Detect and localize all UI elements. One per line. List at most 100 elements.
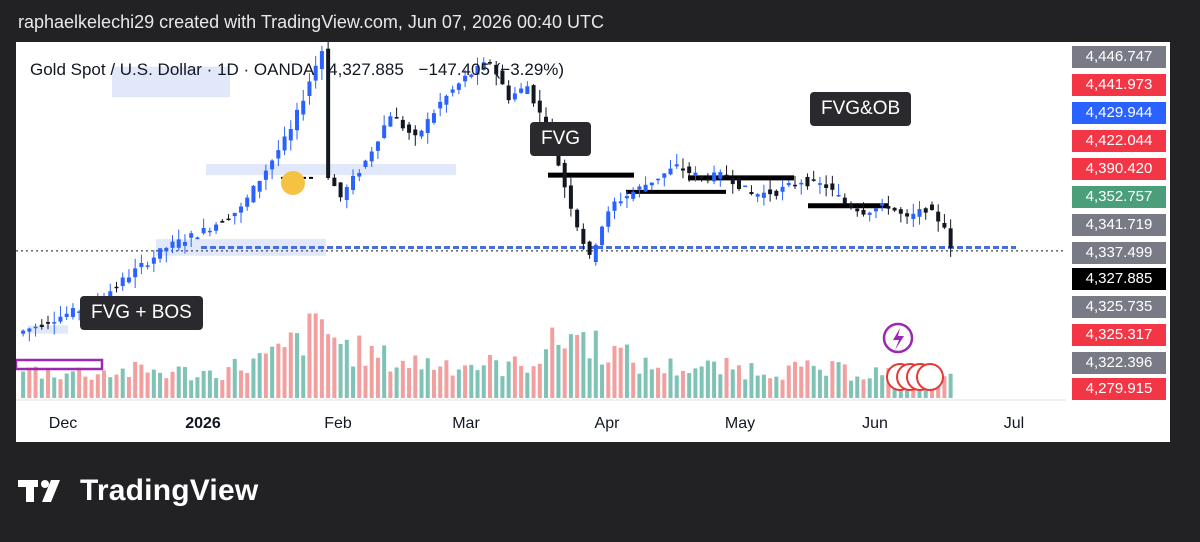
volume-bar <box>649 369 654 398</box>
candle-body <box>182 241 187 246</box>
candle-body <box>656 178 661 181</box>
candle-body <box>761 192 766 198</box>
volume-bar <box>89 379 94 398</box>
candle-body <box>674 164 679 167</box>
candle-body <box>307 81 312 97</box>
volume-bar <box>656 367 661 398</box>
time-tick-label: Jun <box>862 415 888 432</box>
candle-body <box>867 212 872 215</box>
volume-bar <box>606 362 611 398</box>
smiley-icon <box>281 171 305 195</box>
volume-bar <box>108 377 113 398</box>
volume-bar <box>382 345 387 398</box>
candle-body <box>375 141 380 151</box>
time-tick-label: Jul <box>1004 415 1024 432</box>
candle-body <box>811 179 816 181</box>
candle-body <box>295 109 300 131</box>
candle-body <box>139 262 144 268</box>
volume-bar <box>736 365 741 398</box>
volume-bar <box>637 373 642 398</box>
candle-body <box>793 184 798 187</box>
volume-bar <box>182 366 187 398</box>
candle-body <box>705 178 710 181</box>
volume-bar <box>705 360 710 398</box>
candle-body <box>755 194 760 197</box>
volume-bar <box>612 345 617 398</box>
volume-bar <box>201 370 206 398</box>
zone-box-0 <box>28 325 68 334</box>
candle-body <box>724 174 729 177</box>
volume-bar <box>575 334 580 398</box>
candle-body <box>668 168 673 175</box>
volume-bar <box>581 332 586 398</box>
volume-bar <box>407 368 412 398</box>
candle-body <box>849 204 854 208</box>
candle-body <box>936 211 941 222</box>
candle-body <box>631 191 636 199</box>
candle-body <box>911 213 916 220</box>
volume-bar <box>214 378 219 398</box>
candle-body <box>898 209 903 214</box>
price-label: 4,279.915 <box>1072 378 1166 400</box>
price-label: 4,352.757 <box>1072 186 1166 208</box>
volume-bar <box>307 313 312 398</box>
volume-bar <box>556 344 561 398</box>
volume-bar <box>102 370 107 398</box>
volume-bar <box>319 319 324 398</box>
candle-body <box>506 85 511 101</box>
candle-body <box>251 185 256 203</box>
volume-bar <box>139 364 144 398</box>
volume-bar <box>624 344 629 398</box>
volume-bar <box>27 367 32 398</box>
lightning-glyph <box>893 328 904 350</box>
volume-bar <box>46 368 51 398</box>
volume-bar <box>95 374 100 398</box>
candle-body <box>531 85 536 104</box>
annotation-fvg[interactable]: FVG <box>530 122 592 156</box>
annotation-fvg-bos[interactable]: FVG + BOS <box>80 296 203 330</box>
candle-body <box>836 194 841 197</box>
volume-bar <box>176 366 181 398</box>
volume-bar <box>438 366 443 398</box>
candle-body <box>892 207 897 211</box>
candle-body <box>126 277 131 283</box>
time-tick-label: 2026 <box>185 415 221 432</box>
price-axis[interactable]: 4,446.747 4,441.973 4,429.944 4,422.044 4,39… <box>1066 42 1170 442</box>
candle-body <box>680 168 685 171</box>
candle-body <box>33 326 38 329</box>
candle-body <box>600 226 605 246</box>
volume-bar <box>207 370 212 398</box>
volume-bar <box>52 377 57 398</box>
candle-body <box>270 160 275 170</box>
volume-bar <box>699 366 704 398</box>
price-chart[interactable]: Dec 2026 Feb Mar Apr May Jun Jul <box>16 42 1170 442</box>
volume-bar <box>867 378 872 398</box>
chart-panel[interactable]: Dec 2026 Feb Mar Apr May Jun Jul Gold Spot / U.… <box>16 42 1170 442</box>
candle-body <box>880 203 885 206</box>
volume-bar <box>861 379 866 398</box>
candle-body <box>693 172 698 176</box>
volume-bar <box>375 357 380 398</box>
candle-body <box>151 257 156 264</box>
volume-bar <box>295 333 300 398</box>
volume-bar <box>363 365 368 398</box>
candle-body <box>494 64 499 75</box>
event-flag-icon-3 <box>916 363 944 391</box>
candle-body <box>699 176 704 178</box>
candle-body <box>929 204 934 211</box>
candle-body <box>886 206 891 209</box>
volume-bar <box>301 355 306 398</box>
candle-body <box>575 209 580 228</box>
volume-bar <box>238 370 243 398</box>
volume-bar <box>357 335 362 398</box>
price-label: 4,325.735 <box>1072 296 1166 318</box>
volume-bar <box>170 371 175 398</box>
candle-body <box>245 197 250 207</box>
volume-bar <box>749 363 754 398</box>
candle-body <box>413 129 418 136</box>
volume-bar <box>114 374 119 398</box>
candle-body <box>587 241 592 255</box>
annotation-fvg-ob[interactable]: FVG&OB <box>810 92 912 126</box>
volume-bar <box>761 374 766 398</box>
candle-body <box>388 116 393 127</box>
